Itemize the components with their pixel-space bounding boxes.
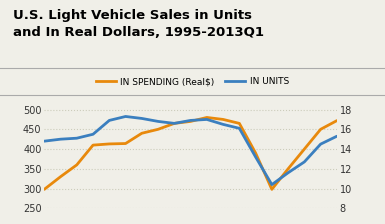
Legend: IN SPENDING (Real$), IN UNITS: IN SPENDING (Real$), IN UNITS xyxy=(96,77,289,86)
Text: U.S. Light Vehicle Sales in Units
and In Real Dollars, 1995-2013Q1: U.S. Light Vehicle Sales in Units and In… xyxy=(13,9,264,39)
